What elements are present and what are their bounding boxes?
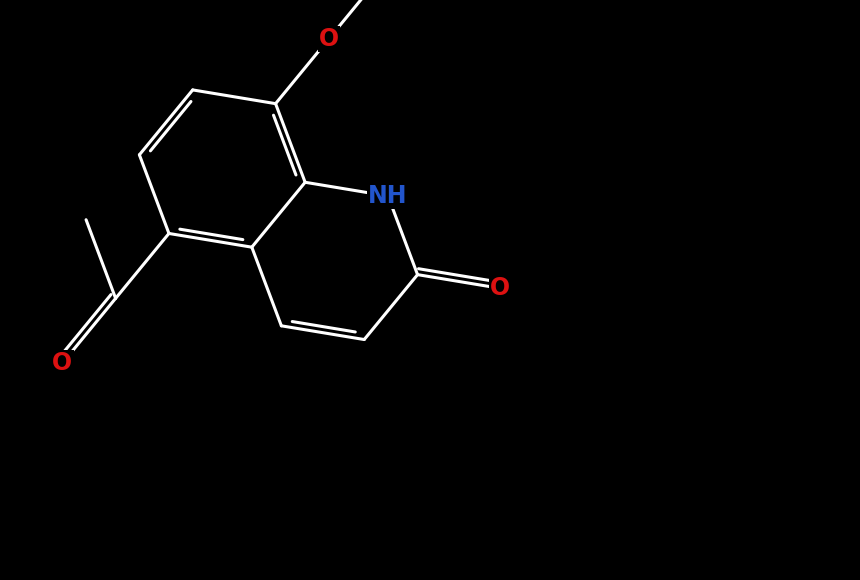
Text: NH: NH xyxy=(368,184,408,208)
Text: O: O xyxy=(490,276,511,300)
Text: O: O xyxy=(319,27,339,50)
Text: O: O xyxy=(52,351,72,375)
